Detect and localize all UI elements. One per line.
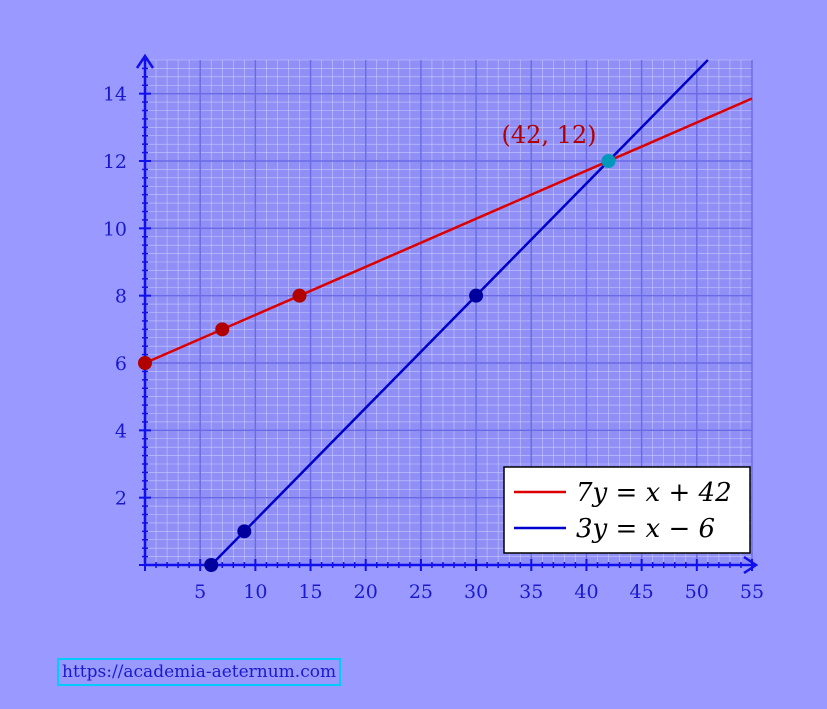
series-line-0 <box>144 97 753 365</box>
series-line-1 <box>210 59 709 566</box>
data-point-0 <box>215 322 230 337</box>
y-tick-label: 14 <box>103 84 127 106</box>
intersection-point <box>601 154 616 168</box>
minor-grid <box>144 59 753 566</box>
legend-box <box>503 466 751 554</box>
x-tick-label: 20 <box>354 581 378 603</box>
legend-label-blue: 3y = x − 6 <box>576 514 715 544</box>
x-tick-label: 25 <box>409 581 433 603</box>
intersection-label: (42, 12) <box>501 121 596 149</box>
x-tick-label: 30 <box>464 581 488 603</box>
y-tick-label: 4 <box>115 420 127 442</box>
x-tick-label: 35 <box>519 581 543 603</box>
data-point-1 <box>237 524 252 539</box>
data-points <box>138 154 616 572</box>
x-axis-arrow-icon <box>743 555 759 575</box>
y-tick-label: 8 <box>115 286 127 308</box>
y-axis-arrow-icon <box>135 53 155 69</box>
x-tick-label: 40 <box>574 581 598 603</box>
y-tick-label: 12 <box>103 151 127 173</box>
y-tick-label: 10 <box>103 218 127 240</box>
y-tick-label: 6 <box>115 353 127 375</box>
source-url-link[interactable]: https://academia-aeternum.com <box>57 658 342 686</box>
tick-labels: 5 10 15 20 25 30 35 40 45 50 55 2 4 6 8 10 12 14 <box>103 84 764 603</box>
data-point-0 <box>292 288 307 303</box>
x-tick-label: 5 <box>194 581 206 603</box>
x-tick-label: 55 <box>740 581 764 603</box>
intersection-annotation: (42, 12) <box>501 121 596 149</box>
x-tick-label: 45 <box>630 581 654 603</box>
x-tick-label: 10 <box>243 581 267 603</box>
y-tick-label: 2 <box>115 488 127 510</box>
data-point-0 <box>138 356 152 370</box>
x-tick-label: 50 <box>685 581 709 603</box>
data-point-1 <box>204 558 219 572</box>
series-lines <box>144 59 753 566</box>
legend-label-red: 7y = x + 42 <box>576 478 732 508</box>
legend: 7y = x + 42 3y = x − 6 <box>503 466 751 554</box>
data-point-1 <box>469 288 484 303</box>
x-tick-label: 15 <box>298 581 322 603</box>
